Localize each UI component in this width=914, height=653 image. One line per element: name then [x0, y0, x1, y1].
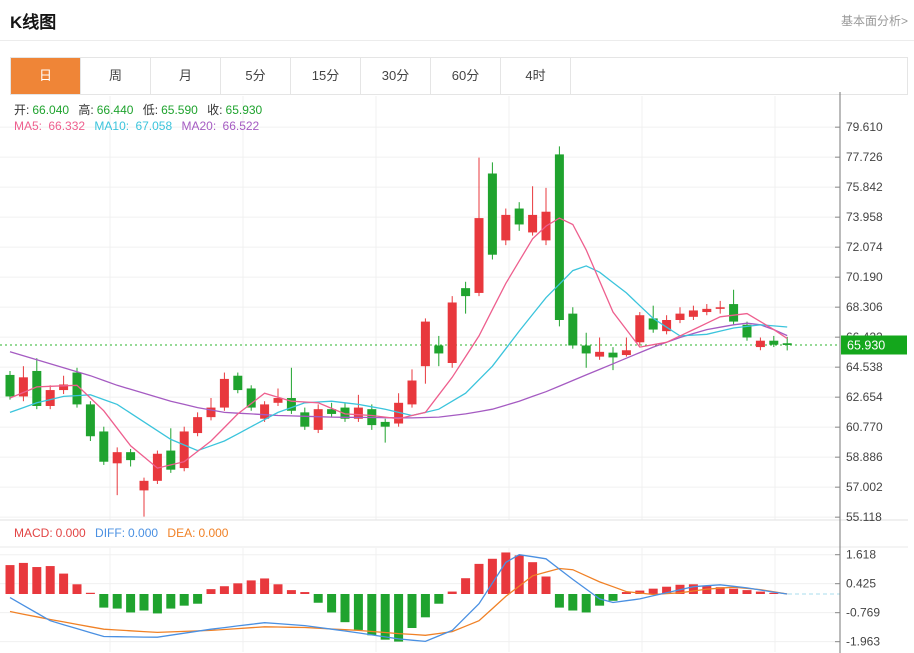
tab-30min[interactable]: 30分: [361, 58, 431, 94]
diff-value: DIFF: 0.000: [95, 526, 159, 540]
svg-text:60.770: 60.770: [846, 420, 883, 434]
svg-text:64.538: 64.538: [846, 360, 883, 374]
svg-text:72.074: 72.074: [846, 240, 883, 254]
svg-text:62.654: 62.654: [846, 390, 883, 404]
svg-text:79.610: 79.610: [846, 120, 883, 134]
period-tabs: 日 周 月 5分 15分 30分 60分 4时: [10, 57, 908, 95]
ma5-value: MA5: 66.332: [14, 119, 86, 133]
tab-60min[interactable]: 60分: [431, 58, 501, 94]
svg-text:0.425: 0.425: [846, 577, 876, 591]
svg-text:70.190: 70.190: [846, 270, 883, 284]
svg-text:75.842: 75.842: [846, 180, 883, 194]
header-divider: [0, 40, 914, 41]
svg-text:57.002: 57.002: [846, 480, 883, 494]
svg-text:77.726: 77.726: [846, 150, 883, 164]
ma10-value: MA10: 67.058: [94, 119, 173, 133]
svg-text:73.958: 73.958: [846, 210, 883, 224]
tab-5min[interactable]: 5分: [221, 58, 291, 94]
ohlc-high: 高: 66.440: [78, 103, 134, 117]
tab-15min[interactable]: 15分: [291, 58, 361, 94]
ma20-value: MA20: 66.522: [181, 119, 260, 133]
tab-4hour[interactable]: 4时: [501, 58, 571, 94]
dea-value: DEA: 0.000: [167, 526, 229, 540]
svg-text:-0.769: -0.769: [846, 606, 880, 620]
page-title: K线图: [10, 13, 57, 32]
svg-text:65.930: 65.930: [847, 339, 885, 353]
ohlc-low: 低: 65.590: [142, 103, 198, 117]
ohlc-row: 开: 66.040 高: 66.440 低: 65.590 收: 65.930: [14, 101, 268, 118]
macd-value: MACD: 0.000: [14, 526, 86, 540]
tab-week[interactable]: 周: [81, 58, 151, 94]
ma-row: MA5: 66.332 MA10: 67.058 MA20: 66.522: [14, 119, 265, 133]
svg-text:58.886: 58.886: [846, 450, 883, 464]
macd-row: MACD: 0.000 DIFF: 0.000 DEA: 0.000: [14, 526, 234, 540]
ohlc-close: 收: 65.930: [207, 103, 263, 117]
tab-day[interactable]: 日: [11, 58, 81, 94]
svg-text:68.306: 68.306: [846, 300, 883, 314]
ohlc-open: 开: 66.040: [14, 103, 70, 117]
fundamental-analysis-link[interactable]: 基本面分析>: [840, 14, 908, 28]
svg-text:55.118: 55.118: [846, 510, 882, 524]
tab-month[interactable]: 月: [151, 58, 221, 94]
svg-text:-1.963: -1.963: [846, 635, 880, 649]
svg-text:1.618: 1.618: [846, 548, 876, 562]
